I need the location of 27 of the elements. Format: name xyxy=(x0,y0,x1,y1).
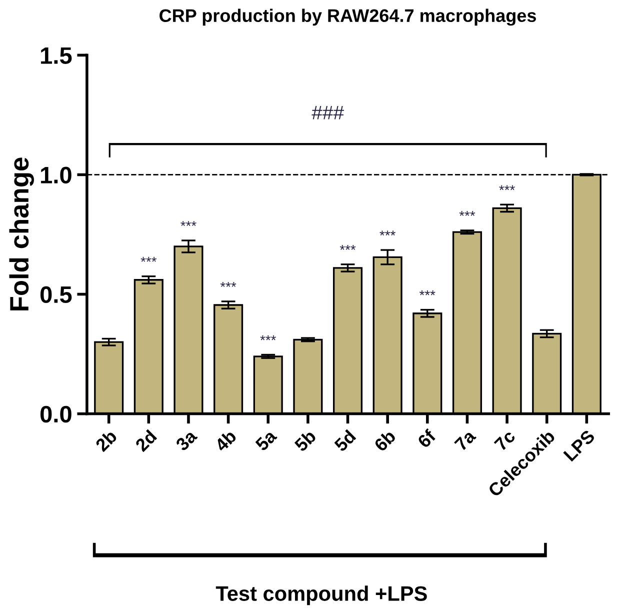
data-label: *** xyxy=(499,185,515,190)
x-tick-label: 5a xyxy=(254,428,278,452)
data-label: *** xyxy=(180,221,196,226)
y-tick-label: 0.0 xyxy=(40,406,72,423)
x-tick-label: 5b xyxy=(293,428,317,452)
data-label: *** xyxy=(459,211,476,216)
data-label: *** xyxy=(420,290,436,296)
y-tick-label: 1.0 xyxy=(41,166,72,184)
data-label: *** xyxy=(140,256,157,262)
y-tick-label: 0.5 xyxy=(40,286,72,304)
y-tick-label: 1.5 xyxy=(41,47,72,64)
x-tick-label: 7a xyxy=(454,428,477,452)
x-tick-label: 5d xyxy=(333,429,356,452)
x-tick-label: 2b xyxy=(94,428,118,452)
chart-title: CRP production by RAW264.7 macrophages xyxy=(160,8,536,26)
data-label: *** xyxy=(220,282,236,287)
data-label: *** xyxy=(380,230,396,236)
y-axis-title: Fold change xyxy=(9,158,34,310)
x-tick-label: 3a xyxy=(174,428,198,452)
x-axis-title: Test compound +LPS xyxy=(216,586,427,606)
data-label: *** xyxy=(340,244,356,250)
x-tick-label: 4b xyxy=(214,428,238,452)
annotation: ### xyxy=(312,106,344,120)
x-tick-label: 6f xyxy=(416,428,437,449)
x-tick-label: 2d xyxy=(134,429,158,452)
x-tick-label: 6b xyxy=(373,428,396,452)
data-label: *** xyxy=(260,335,276,340)
